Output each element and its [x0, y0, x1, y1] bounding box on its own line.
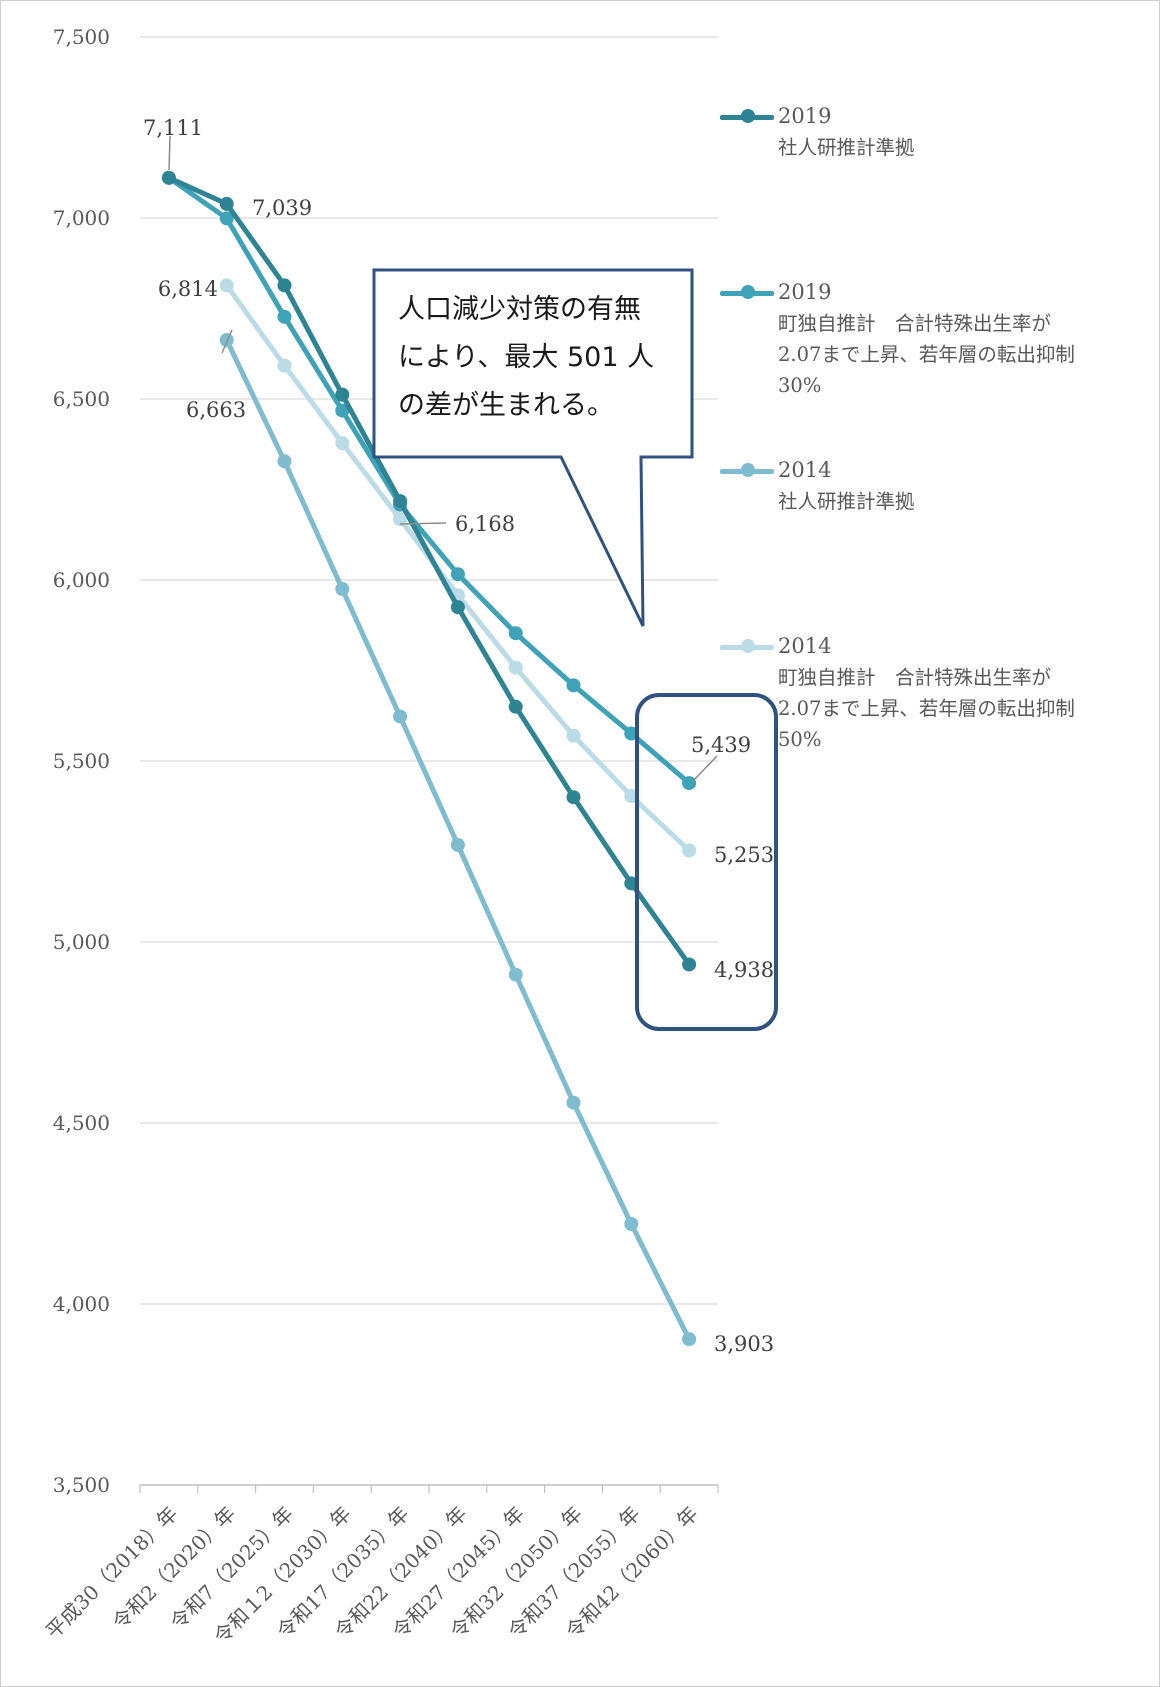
legend-desc: 社人研推計準拠	[778, 490, 915, 513]
data-point	[566, 728, 581, 743]
data-point	[393, 494, 408, 509]
label-leader-line	[692, 755, 718, 782]
legend-year: 2014	[778, 634, 832, 658]
label-leader-line	[399, 522, 447, 525]
y-tick-label: 5,000	[53, 930, 110, 954]
data-point	[624, 1216, 639, 1231]
data-point	[624, 876, 639, 891]
data-label: 5,439	[691, 733, 751, 757]
legend-item-2014-town: 2014 町独自推計 合計特殊出生率が2.07まで上昇、若年層の転出抑制50%	[720, 631, 1078, 755]
data-point	[277, 309, 292, 324]
data-point	[277, 454, 292, 469]
data-point	[450, 600, 465, 615]
data-label: 4,938	[714, 958, 774, 982]
highlight-box	[635, 693, 778, 1031]
data-point	[393, 512, 408, 527]
data-point	[566, 790, 581, 805]
data-point	[566, 678, 581, 693]
legend-desc: 町独自推計 合計特殊出生率が2.07まで上昇、若年層の転出抑制50%	[778, 666, 1075, 751]
data-point	[624, 789, 639, 804]
legend-year: 2019	[778, 104, 832, 128]
series-line	[166, 175, 692, 967]
data-point	[508, 699, 523, 714]
callout-line: により、最大 501 人	[398, 342, 655, 373]
y-tick-label: 7,500	[53, 25, 110, 49]
data-point	[335, 436, 350, 451]
data-point	[566, 1095, 581, 1110]
data-point	[624, 726, 639, 741]
label-leader-line	[168, 135, 171, 171]
data-point	[161, 170, 176, 185]
data-point	[682, 776, 697, 791]
callout-box	[372, 268, 694, 627]
data-label: 6,814	[158, 277, 218, 301]
data-point	[682, 957, 697, 972]
data-point	[219, 332, 234, 347]
legend-swatch	[720, 285, 774, 299]
data-point	[508, 967, 523, 982]
data-label: 6,168	[455, 512, 515, 536]
y-tick-label: 6,500	[53, 387, 110, 411]
legend-item-2019-ipss: 2019 社人研推計準拠	[720, 101, 1078, 163]
y-tick-label: 4,000	[53, 1292, 110, 1316]
data-point	[450, 837, 465, 852]
data-point	[277, 278, 292, 293]
data-point	[219, 196, 234, 211]
data-label: 6,663	[186, 398, 246, 422]
y-tick-label: 4,500	[53, 1111, 110, 1135]
data-point	[277, 358, 292, 373]
legend-year: 2019	[778, 280, 832, 304]
data-point	[682, 1332, 697, 1347]
data-point	[508, 626, 523, 641]
legend-swatch	[720, 109, 774, 123]
data-label: 5,253	[714, 843, 774, 867]
legend-swatch	[720, 463, 774, 477]
data-point	[335, 387, 350, 402]
callout-line: の差が生まれる。	[398, 390, 614, 421]
legend-year: 2014	[778, 458, 832, 482]
legend-desc: 社人研推計準拠	[778, 136, 915, 159]
data-point	[508, 660, 523, 675]
data-point	[450, 567, 465, 582]
y-tick-label: 5,500	[53, 749, 110, 773]
data-label: 7,111	[143, 116, 203, 140]
legend-desc: 町独自推計 合計特殊出生率が2.07まで上昇、若年層の転出抑制30%	[778, 312, 1075, 397]
legend-item-2014-ipss: 2014 社人研推計準拠	[720, 455, 1078, 517]
callout-line: 人口減少対策の有無	[398, 294, 641, 325]
label-leader-line	[221, 329, 233, 354]
data-point	[219, 278, 234, 293]
y-tick-label: 7,000	[53, 206, 110, 230]
data-point	[393, 709, 408, 724]
legend-swatch	[720, 639, 774, 653]
data-point	[335, 403, 350, 418]
data-point	[335, 582, 350, 597]
y-tick-label: 6,000	[53, 568, 110, 592]
callout-text: 人口減少対策の有無 により、最大 501 人 の差が生まれる。	[398, 286, 678, 430]
data-point	[219, 211, 234, 226]
series-line	[166, 175, 692, 786]
data-point	[682, 843, 697, 858]
legend-item-2019-town: 2019 町独自推計 合計特殊出生率が2.07まで上昇、若年層の転出抑制30%	[720, 277, 1078, 401]
data-label: 3,903	[714, 1332, 774, 1356]
data-label: 7,039	[252, 196, 312, 220]
y-tick-label: 3,500	[53, 1473, 110, 1497]
